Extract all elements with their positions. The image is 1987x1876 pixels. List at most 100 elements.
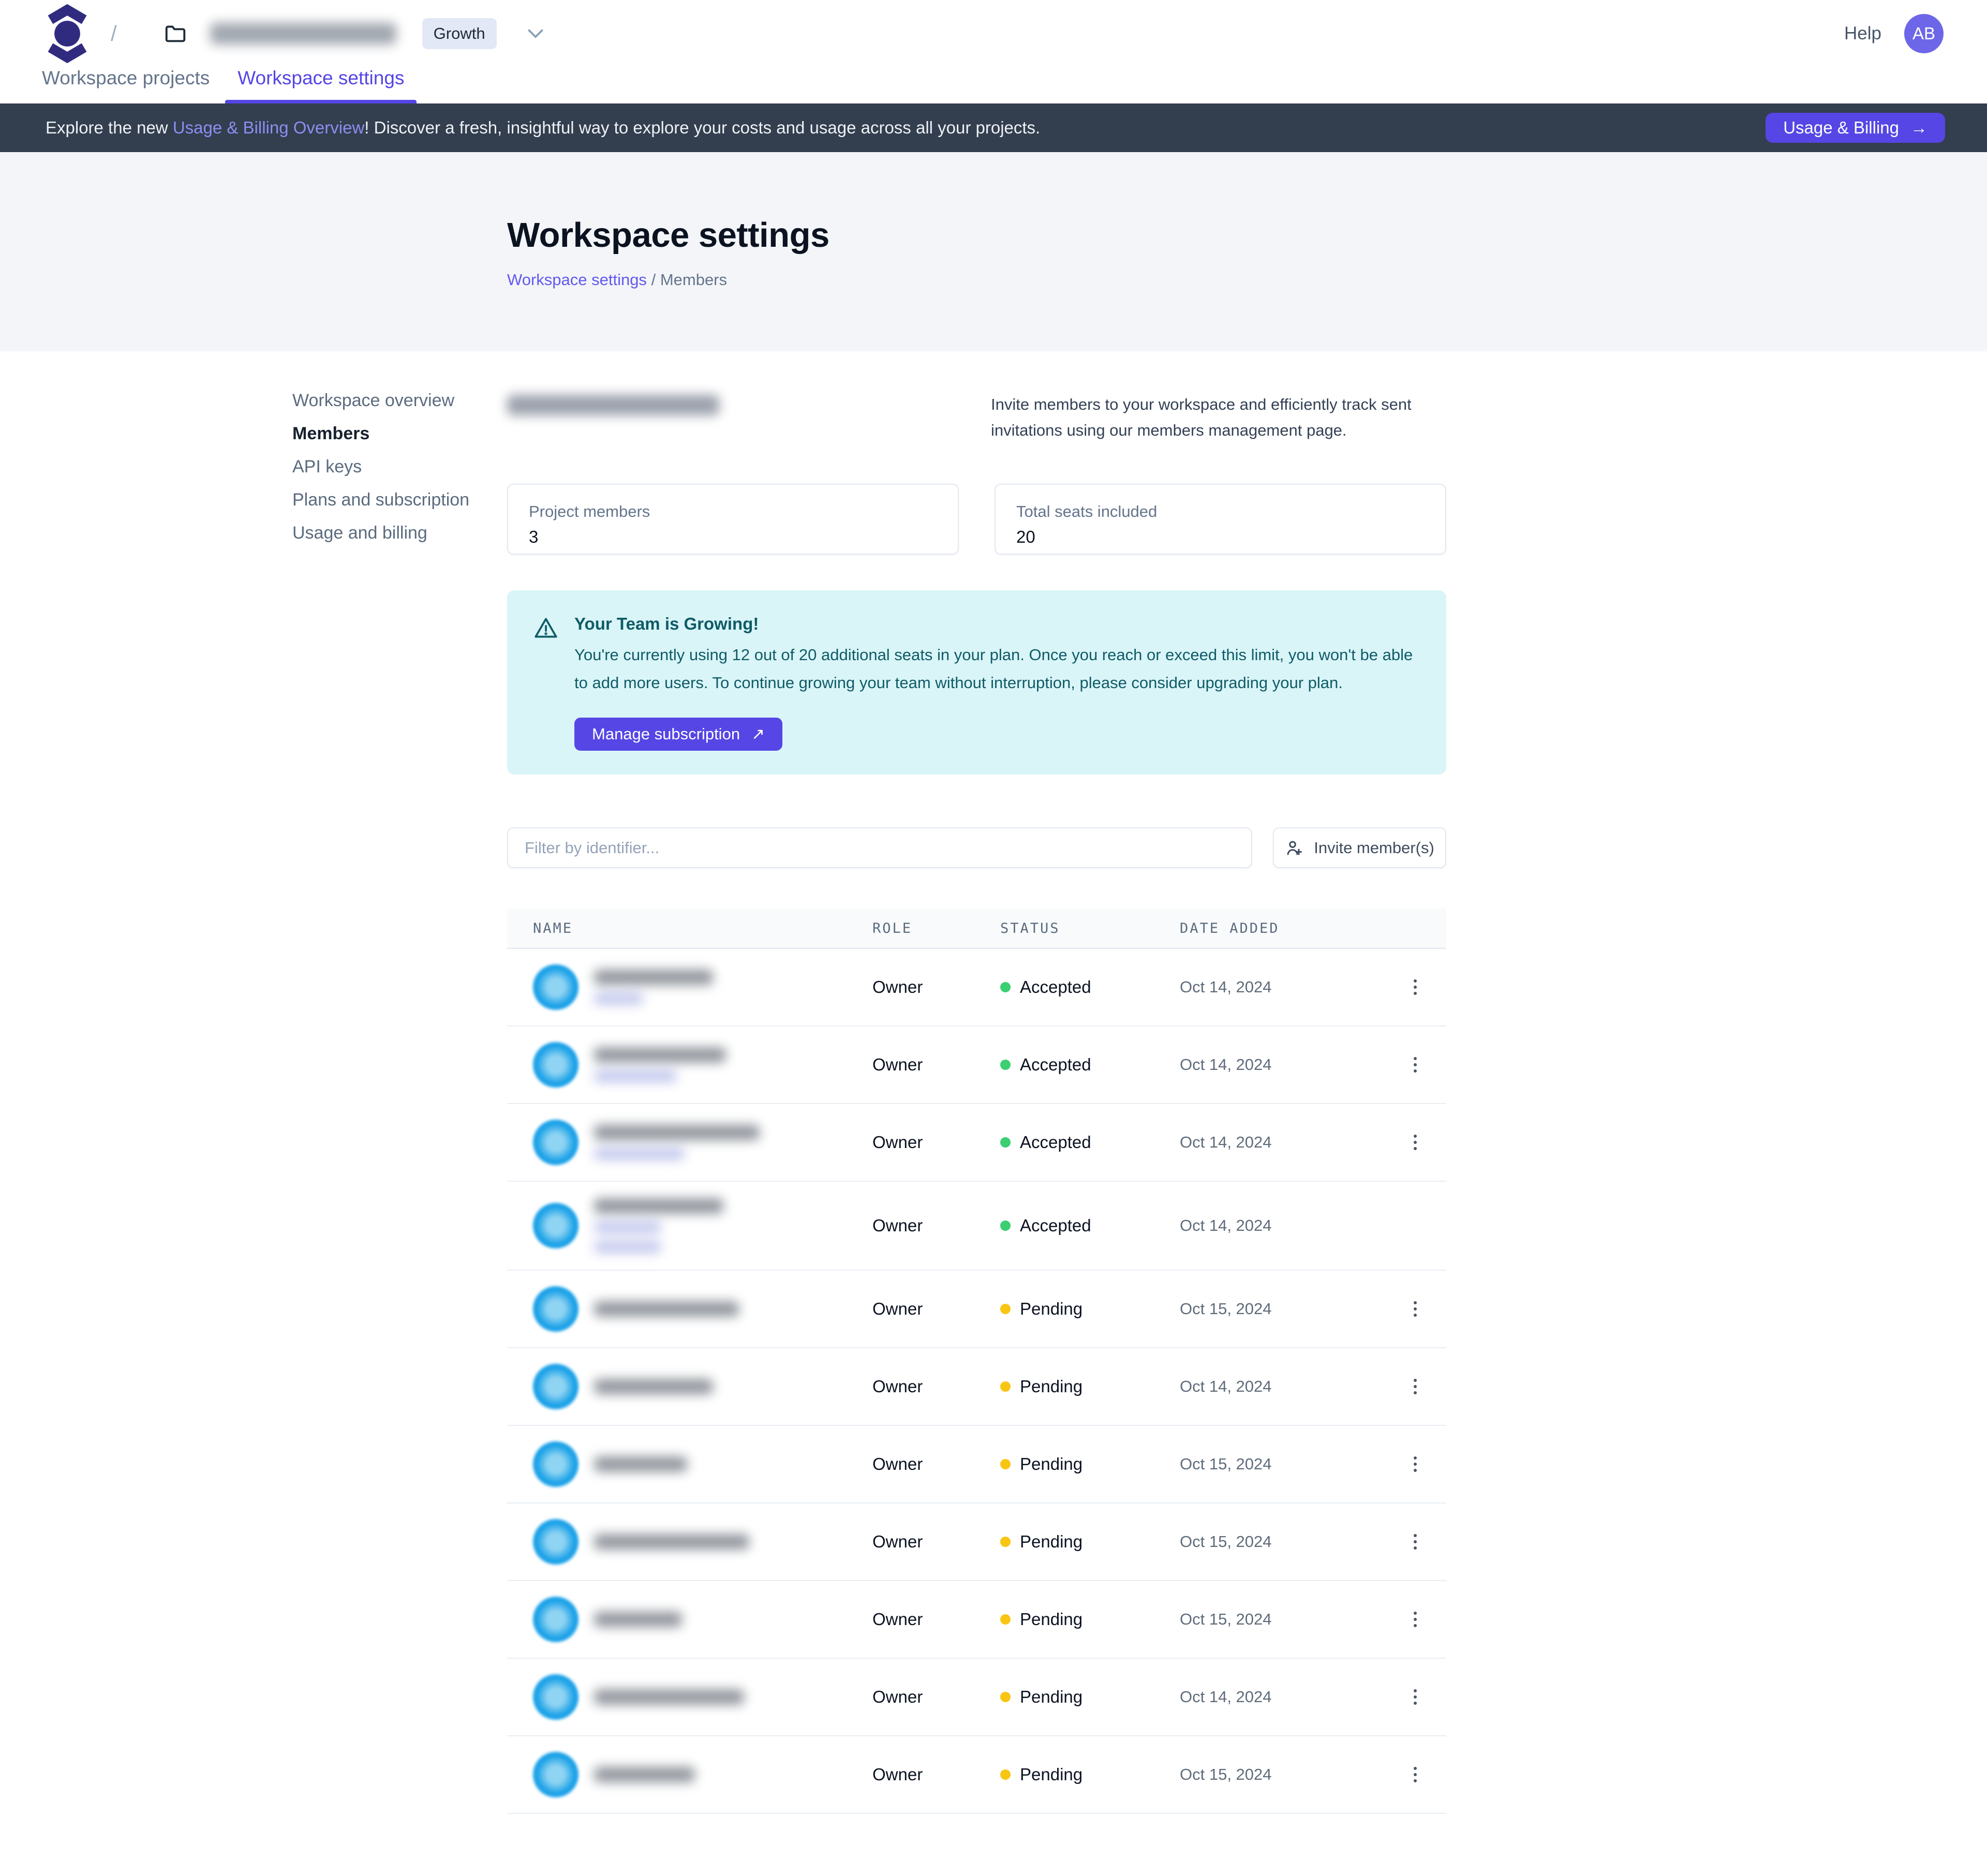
- member-role: Owner: [872, 1133, 923, 1152]
- help-link[interactable]: Help: [1844, 23, 1881, 43]
- filter-input[interactable]: [507, 827, 1252, 868]
- member-date-added: Oct 14, 2024: [1180, 1688, 1272, 1706]
- kebab-menu-icon[interactable]: [1384, 1296, 1446, 1322]
- member-date-added: Oct 15, 2024: [1180, 1532, 1272, 1551]
- member-date-added: Oct 15, 2024: [1180, 1610, 1272, 1628]
- member-email-redacted: [594, 1456, 687, 1472]
- usage-billing-button[interactable]: Usage & Billing →: [1766, 113, 1945, 143]
- kebab-menu-icon[interactable]: [1384, 1052, 1446, 1078]
- member-role: Owner: [872, 1765, 923, 1784]
- member-actions: [1384, 1129, 1446, 1155]
- kebab-menu-icon[interactable]: [1384, 1606, 1446, 1632]
- usage-billing-banner: Explore the new Usage & Billing Overview…: [0, 103, 1987, 152]
- plan-badge[interactable]: Growth: [422, 18, 497, 49]
- total-seats-card: Total seats included 20: [995, 484, 1446, 555]
- kebab-menu-icon[interactable]: [1384, 1762, 1446, 1788]
- invite-members-button[interactable]: Invite member(s): [1273, 827, 1446, 868]
- tab-workspace-settings[interactable]: Workspace settings: [225, 67, 417, 103]
- member-name-cell: [533, 1674, 872, 1720]
- status-label: Pending: [1020, 1610, 1083, 1629]
- sidebar-item-usage-billing[interactable]: Usage and billing: [292, 523, 427, 543]
- table-row: Owner Accepted Oct 14, 2024: [507, 949, 1446, 1026]
- member-name-cell: [533, 1120, 872, 1165]
- members-heading-redacted: [507, 395, 719, 415]
- team-growing-alert: Your Team is Growing! You're currently u…: [507, 590, 1446, 775]
- status-dot-icon: [1000, 982, 1011, 992]
- member-status: Pending: [1000, 1765, 1180, 1784]
- sidebar-item-members[interactable]: Members: [292, 424, 370, 443]
- user-avatar[interactable]: AB: [1904, 14, 1944, 53]
- status-dot-icon: [1000, 1459, 1011, 1469]
- kebab-menu-icon[interactable]: [1384, 974, 1446, 1000]
- member-email-redacted: [594, 970, 713, 985]
- app-logo-icon[interactable]: [43, 4, 91, 64]
- member-actions: [1384, 1684, 1446, 1710]
- kebab-menu-icon[interactable]: [1384, 1529, 1446, 1555]
- table-row: Owner Pending Oct 14, 2024: [507, 1348, 1446, 1426]
- member-identity-redacted: [594, 1379, 713, 1394]
- manage-subscription-button[interactable]: Manage subscription ↗: [574, 718, 783, 751]
- arrow-right-icon: →: [1910, 118, 1927, 137]
- page-breadcrumb: Workspace settings / Members: [507, 271, 1987, 289]
- member-identity-redacted: [594, 970, 713, 1005]
- member-identity-redacted: [594, 1534, 749, 1550]
- member-avatar: [533, 1042, 579, 1088]
- folder-icon: [165, 25, 185, 42]
- member-identity-redacted: [594, 1198, 723, 1253]
- member-date-added: Oct 14, 2024: [1180, 1133, 1272, 1151]
- status-dot-icon: [1000, 1304, 1011, 1314]
- members-table-body: Owner Accepted Oct 14, 2024 Owner Accept…: [507, 949, 1446, 1814]
- member-avatar: [533, 1597, 579, 1642]
- member-name-redacted: [594, 1221, 661, 1233]
- member-avatar: [533, 1286, 579, 1332]
- member-date-added: Oct 14, 2024: [1180, 1377, 1272, 1395]
- kebab-menu-icon[interactable]: [1384, 1129, 1446, 1155]
- banner-link[interactable]: Usage & Billing Overview: [172, 118, 365, 137]
- member-date-added: Oct 14, 2024: [1180, 978, 1272, 996]
- total-seats-value: 20: [1016, 527, 1035, 546]
- status-dot-icon: [1000, 1692, 1011, 1702]
- member-avatar: [533, 1519, 579, 1565]
- kebab-menu-icon[interactable]: [1384, 1451, 1446, 1477]
- member-status: Accepted: [1000, 1133, 1180, 1152]
- column-name: NAME: [533, 920, 573, 936]
- column-role: ROLE: [872, 920, 913, 936]
- member-actions: [1384, 1213, 1446, 1239]
- member-date-added: Oct 15, 2024: [1180, 1455, 1272, 1473]
- sidebar-item-api-keys[interactable]: API keys: [292, 457, 362, 477]
- member-status: Pending: [1000, 1610, 1180, 1629]
- sidebar-item-plans-subscription[interactable]: Plans and subscription: [292, 490, 470, 510]
- sidebar-item-workspace-overview[interactable]: Workspace overview: [292, 391, 455, 410]
- member-role: Owner: [872, 1216, 923, 1235]
- member-actions: [1384, 1606, 1446, 1632]
- member-actions: [1384, 1374, 1446, 1399]
- breadcrumb-workspace-settings-link[interactable]: Workspace settings: [507, 271, 647, 289]
- kebab-menu-icon[interactable]: [1384, 1374, 1446, 1399]
- member-avatar: [533, 1364, 579, 1409]
- chevron-down-icon[interactable]: [528, 29, 543, 38]
- member-actions: [1384, 1296, 1446, 1322]
- member-name-cell: [533, 1198, 872, 1253]
- member-identity-redacted: [594, 1689, 744, 1705]
- member-name-cell: [533, 1519, 872, 1565]
- member-actions: [1384, 1762, 1446, 1788]
- manage-subscription-label: Manage subscription: [592, 725, 740, 743]
- member-avatar: [533, 1120, 579, 1165]
- member-avatar: [533, 1752, 579, 1797]
- member-role: Owner: [872, 1299, 923, 1318]
- members-table: NAME ROLE STATUS DATE ADDED Owner Accept…: [507, 909, 1446, 1814]
- member-role: Owner: [872, 1610, 923, 1629]
- workspace-name-redacted[interactable]: [210, 23, 396, 44]
- content: Workspace overview Members API keys Plan…: [0, 351, 1987, 1876]
- members-head: Invite members to your workspace and eff…: [507, 392, 1446, 443]
- kebab-menu-icon[interactable]: [1384, 1684, 1446, 1710]
- status-dot-icon: [1000, 1614, 1011, 1625]
- tab-workspace-projects[interactable]: Workspace projects: [42, 67, 210, 88]
- warning-icon: [535, 618, 557, 638]
- member-actions: [1384, 1451, 1446, 1477]
- table-row: Owner Pending Oct 15, 2024: [507, 1581, 1446, 1659]
- member-name-redacted: [594, 1241, 661, 1253]
- member-status: Accepted: [1000, 1055, 1180, 1075]
- member-email-redacted: [594, 1047, 726, 1063]
- table-row: Owner Accepted Oct 14, 2024: [507, 1182, 1446, 1271]
